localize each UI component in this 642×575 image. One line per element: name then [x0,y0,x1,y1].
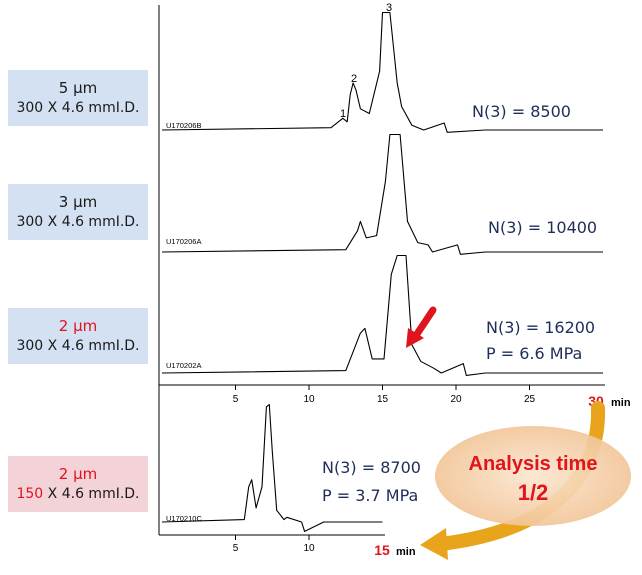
peak-label: 2 [351,73,357,85]
top-axis-tick-label: 5 [233,394,239,405]
particle-size: 5 µm [58,79,98,98]
column-label-3um: 3 µm 300 X 4.6 mmI.D. [8,184,148,240]
bottom-axis-unit: min [396,546,416,558]
peak-labels: 1 2 3 [340,2,392,120]
particle-size: 2 µm [58,465,98,484]
chromatogram-trace-U170202A [161,254,603,376]
bottom-axis-tick-label: 10 [303,543,315,554]
chromatogram-trace-U170206A [161,133,603,255]
particle-size: 3 µm [58,193,98,212]
pressure: P = 6.6 MPa [486,344,582,363]
column-dimensions: 300 X 4.6 mmI.D. [16,213,140,230]
column-dimensions: 300 X 4.6 mmI.D. [16,337,140,354]
bottom-axis-tick-label: 5 [233,543,239,554]
chromatogram-trace-U170206B [161,11,603,133]
peak-label: 1 [340,108,346,120]
column-label-5um: 5 µm 300 X 4.6 mmI.D. [8,70,148,126]
analysis-time-fraction: 1/2 [518,480,549,505]
top-axis-tick-label: 15 [377,394,389,405]
sample-id: U170206B [166,121,201,130]
column-dimensions: 300 X 4.6 mmI.D. [16,99,140,116]
column-dimensions: 150 X 4.6 mmI.D. [16,485,140,502]
bottom-axis-end-value: 15 [374,542,390,558]
peak-label: 3 [386,2,392,14]
sample-id: U170202A [166,361,201,370]
column-label-2um-short: 2 µm 150 X 4.6 mmI.D. [8,456,148,512]
top-axis-tick-label: 25 [524,394,536,405]
analysis-time-label: Analysis time [469,453,598,475]
plate-count: N(3) = 10400 [488,218,597,237]
pressure: P = 3.7 MPa [322,486,418,505]
top-axis-ticks: 5 10 15 20 25 [233,385,536,405]
column-label-2um: 2 µm 300 X 4.6 mmI.D. [8,308,148,364]
particle-size: 2 µm [58,317,98,336]
top-axis-tick-label: 10 [303,394,315,405]
chromatogram-traces [161,11,603,532]
plate-count: N(3) = 8700 [322,458,421,477]
top-axis-tick-label: 20 [450,394,462,405]
plate-count: N(3) = 16200 [486,318,595,337]
red-arrow-icon [406,306,437,348]
sample-id: U170210C [166,514,202,523]
plate-count: N(3) = 8500 [472,102,571,121]
analysis-time-ellipse [435,426,631,526]
bottom-axis-ticks: 5 10 [233,535,315,554]
metrics: N(3) = 8500 N(3) = 10400 N(3) = 16200 P = 6… [322,102,597,505]
sample-ids: U170206B U170206A U170202A U170210C [166,121,202,523]
top-axis-unit: min [611,397,631,409]
chromatogram-trace-U170210C [161,403,383,532]
sample-id: U170206A [166,237,201,246]
